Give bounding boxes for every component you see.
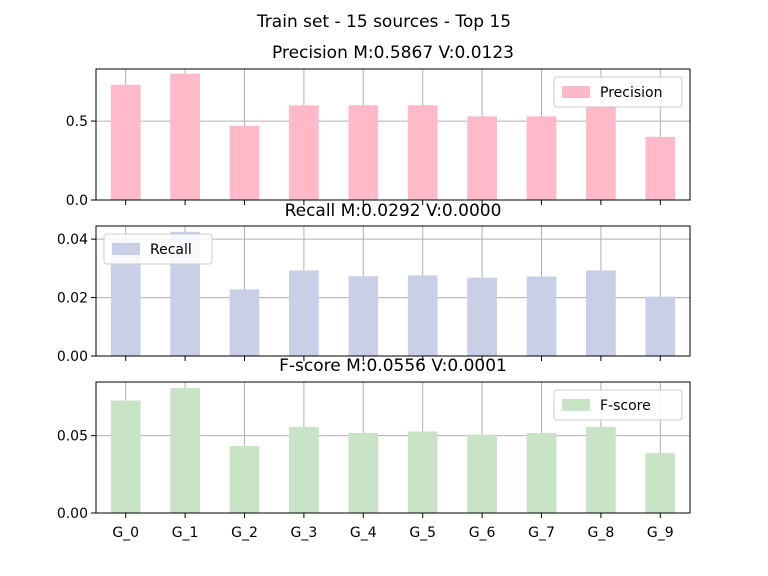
fscore-bar-g-4 bbox=[348, 433, 379, 513]
precision-bar-g-1 bbox=[170, 73, 200, 200]
xtick-label-g-9: G_9 bbox=[647, 525, 674, 541]
precision-bar-g-5 bbox=[407, 105, 438, 200]
fscore-legend-swatch bbox=[562, 399, 590, 411]
fscore-bar-g-9 bbox=[645, 453, 676, 513]
precision-bar-g-7 bbox=[526, 116, 557, 200]
recall-ytick-label: 0.04 bbox=[57, 232, 88, 248]
xtick-label-g-4: G_4 bbox=[350, 525, 377, 541]
fscore-axes-frame bbox=[95, 381, 691, 514]
recall-ytick-label: 0.02 bbox=[57, 291, 88, 307]
recall-title: Recall M:0.0292 V:0.0000 bbox=[285, 201, 502, 221]
recall-bar-g-5 bbox=[407, 275, 438, 356]
xtick-label-g-5: G_5 bbox=[409, 525, 436, 541]
fscore-bar-g-7 bbox=[526, 433, 557, 513]
precision-legend-label: Precision bbox=[600, 85, 662, 101]
recall-bar-g-3 bbox=[289, 270, 319, 356]
xtick-label-g-7: G_7 bbox=[528, 525, 555, 541]
fscore-legend-box bbox=[553, 389, 683, 421]
fscore-bar-g-0 bbox=[110, 400, 141, 513]
recall-legend: Recall bbox=[103, 233, 213, 265]
precision-title: Precision M:0.5867 V:0.0123 bbox=[272, 43, 514, 63]
fscore-panel: 0.00 0.05 F-score M:0.0556 V:0.0001 F-score bbox=[57, 356, 691, 522]
xtick-label-g-1: G_1 bbox=[172, 525, 199, 541]
xtick-label-g-0: G_0 bbox=[112, 525, 139, 541]
fscore-bar-g-2 bbox=[229, 446, 260, 513]
fscore-legend-label: F-score bbox=[600, 398, 651, 414]
precision-bar-g-8 bbox=[586, 105, 616, 200]
figure-suptitle: Train set - 15 sources - Top 15 bbox=[256, 12, 511, 32]
recall-axes-frame bbox=[95, 225, 691, 357]
recall-bar-g-7 bbox=[526, 276, 557, 356]
precision-bar-g-2 bbox=[229, 125, 260, 200]
fscore-bar-g-3 bbox=[289, 426, 319, 513]
precision-legend: Precision bbox=[553, 76, 683, 108]
xtick-label-g-3: G_3 bbox=[291, 525, 318, 541]
xtick-label-g-6: G_6 bbox=[469, 525, 496, 541]
precision-panel: 0.0 0.5 Precision M:0.5867 V:0.0123 Precisi… bbox=[66, 43, 691, 209]
recall-bar-g-6 bbox=[467, 277, 497, 356]
fscore-bar-g-1 bbox=[170, 388, 200, 513]
fscore-legend: F-score bbox=[553, 389, 683, 421]
precision-bar-g-4 bbox=[348, 105, 379, 200]
recall-legend-swatch bbox=[112, 243, 140, 255]
recall-legend-box bbox=[103, 233, 213, 265]
fscore-ytick-label: 0.00 bbox=[57, 506, 88, 522]
xtick-label-g-8: G_8 bbox=[588, 525, 615, 541]
precision-legend-swatch bbox=[562, 86, 590, 98]
precision-bar-g-0 bbox=[110, 84, 141, 200]
fscore-ytick-label: 0.05 bbox=[57, 429, 88, 445]
recall-panel: 0.00 0.02 0.04 Recall M:0.0292 V:0.0000 Reca… bbox=[57, 201, 691, 365]
recall-legend-label: Recall bbox=[150, 242, 192, 258]
precision-ytick-label: 0.5 bbox=[66, 114, 88, 130]
recall-ytick-label: 0.00 bbox=[57, 349, 88, 365]
recall-bar-g-8 bbox=[586, 270, 616, 356]
recall-bar-g-2 bbox=[229, 289, 260, 356]
recall-bar-g-9 bbox=[645, 296, 676, 356]
fscore-bar-g-6 bbox=[467, 434, 497, 513]
chart-panels: 0.0 0.5 Precision M:0.5867 V:0.0123 Precisi… bbox=[57, 43, 691, 541]
fscore-title: F-score M:0.0556 V:0.0001 bbox=[279, 356, 507, 376]
fscore-bar-g-8 bbox=[586, 426, 616, 513]
recall-bar-g-4 bbox=[348, 276, 379, 356]
precision-bar-g-3 bbox=[289, 105, 319, 200]
precision-legend-box bbox=[553, 76, 683, 108]
fscore-bar-g-5 bbox=[407, 431, 438, 513]
xtick-label-g-2: G_2 bbox=[231, 525, 258, 541]
precision-bar-g-9 bbox=[645, 136, 676, 200]
precision-axes-frame bbox=[95, 68, 691, 201]
precision-bar-g-6 bbox=[467, 116, 497, 200]
precision-ytick-label: 0.0 bbox=[66, 193, 88, 209]
